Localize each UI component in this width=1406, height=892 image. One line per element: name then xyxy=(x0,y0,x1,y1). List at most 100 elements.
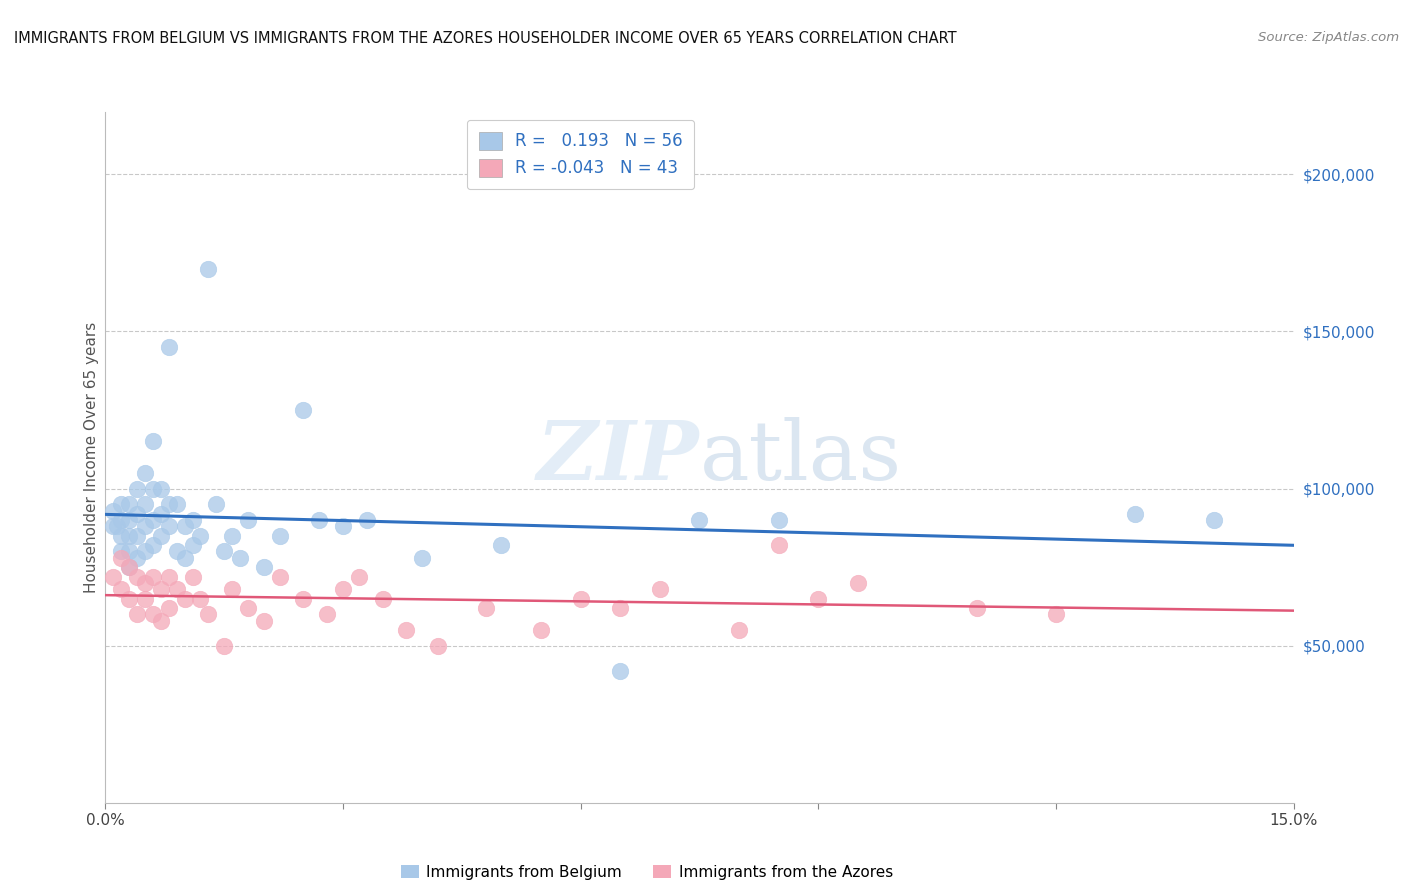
Point xyxy=(134,466,156,480)
Point xyxy=(181,513,204,527)
Legend: Immigrants from Belgium, Immigrants from the Azores: Immigrants from Belgium, Immigrants from… xyxy=(401,865,893,880)
Point xyxy=(157,497,180,511)
Point xyxy=(221,582,243,596)
Point xyxy=(157,340,180,354)
Point xyxy=(609,601,631,615)
Point xyxy=(142,513,165,527)
Point xyxy=(127,569,149,583)
Point xyxy=(157,601,180,615)
Point xyxy=(292,403,315,417)
Point xyxy=(149,582,172,596)
Point xyxy=(173,550,195,565)
Point xyxy=(134,544,156,558)
Point xyxy=(149,529,172,543)
Point xyxy=(118,560,141,574)
Point xyxy=(110,550,132,565)
Point xyxy=(316,607,339,622)
Text: ZIP: ZIP xyxy=(537,417,700,497)
Point xyxy=(966,601,988,615)
Point xyxy=(118,513,141,527)
Point xyxy=(689,513,711,527)
Point xyxy=(166,582,188,596)
Point xyxy=(253,614,276,628)
Point xyxy=(728,623,751,637)
Point xyxy=(236,601,259,615)
Point xyxy=(134,591,156,606)
Point xyxy=(134,497,156,511)
Point xyxy=(648,582,671,596)
Point xyxy=(356,513,378,527)
Point xyxy=(110,582,132,596)
Point xyxy=(173,591,195,606)
Point xyxy=(530,623,553,637)
Point xyxy=(214,639,236,653)
Point xyxy=(110,544,132,558)
Point xyxy=(427,639,450,653)
Point xyxy=(105,519,128,533)
Point xyxy=(1045,607,1067,622)
Point xyxy=(253,560,276,574)
Point xyxy=(807,591,830,606)
Point xyxy=(157,569,180,583)
Point xyxy=(127,550,149,565)
Text: Source: ZipAtlas.com: Source: ZipAtlas.com xyxy=(1258,31,1399,45)
Point xyxy=(371,591,394,606)
Point xyxy=(149,507,172,521)
Point xyxy=(229,550,252,565)
Point xyxy=(491,538,513,552)
Point xyxy=(134,519,156,533)
Point xyxy=(110,513,132,527)
Point xyxy=(221,529,243,543)
Point xyxy=(411,550,433,565)
Point xyxy=(474,601,496,615)
Text: IMMIGRANTS FROM BELGIUM VS IMMIGRANTS FROM THE AZORES HOUSEHOLDER INCOME OVER 65: IMMIGRANTS FROM BELGIUM VS IMMIGRANTS FR… xyxy=(14,31,956,46)
Point xyxy=(197,607,219,622)
Point xyxy=(347,569,370,583)
Point xyxy=(846,575,869,590)
Point xyxy=(110,497,132,511)
Point xyxy=(142,434,165,449)
Point xyxy=(308,513,330,527)
Point xyxy=(127,607,149,622)
Point xyxy=(205,497,228,511)
Point xyxy=(118,560,141,574)
Text: atlas: atlas xyxy=(700,417,901,497)
Point xyxy=(569,591,592,606)
Point xyxy=(768,513,790,527)
Point xyxy=(118,497,141,511)
Point xyxy=(236,513,259,527)
Point xyxy=(118,529,141,543)
Point xyxy=(292,591,315,606)
Point xyxy=(142,607,165,622)
Point xyxy=(181,569,204,583)
Point xyxy=(190,591,212,606)
Point xyxy=(768,538,790,552)
Point xyxy=(103,569,125,583)
Point xyxy=(332,519,354,533)
Point xyxy=(127,507,149,521)
Point xyxy=(269,569,291,583)
Point xyxy=(269,529,291,543)
Point xyxy=(142,538,165,552)
Point xyxy=(103,503,125,517)
Y-axis label: Householder Income Over 65 years: Householder Income Over 65 years xyxy=(83,321,98,593)
Point xyxy=(127,529,149,543)
Point xyxy=(103,519,125,533)
Point xyxy=(127,482,149,496)
Point xyxy=(190,529,212,543)
Point xyxy=(166,497,188,511)
Point xyxy=(134,575,156,590)
Point xyxy=(166,544,188,558)
Point xyxy=(142,482,165,496)
Point xyxy=(395,623,418,637)
Point xyxy=(1204,513,1226,527)
Point xyxy=(197,261,219,276)
Point xyxy=(142,569,165,583)
Point xyxy=(157,519,180,533)
Point xyxy=(149,482,172,496)
Point xyxy=(332,582,354,596)
Point xyxy=(609,664,631,678)
Point xyxy=(173,519,195,533)
Point xyxy=(1123,507,1146,521)
Legend: R =   0.193   N = 56, R = -0.043   N = 43: R = 0.193 N = 56, R = -0.043 N = 43 xyxy=(467,120,695,189)
